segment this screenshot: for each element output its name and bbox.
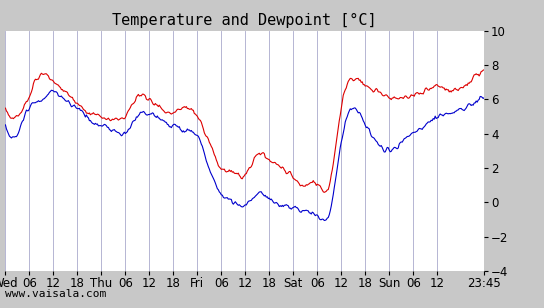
Text: www.vaisala.com: www.vaisala.com: [5, 289, 107, 299]
Title: Temperature and Dewpoint [°C]: Temperature and Dewpoint [°C]: [113, 13, 377, 28]
